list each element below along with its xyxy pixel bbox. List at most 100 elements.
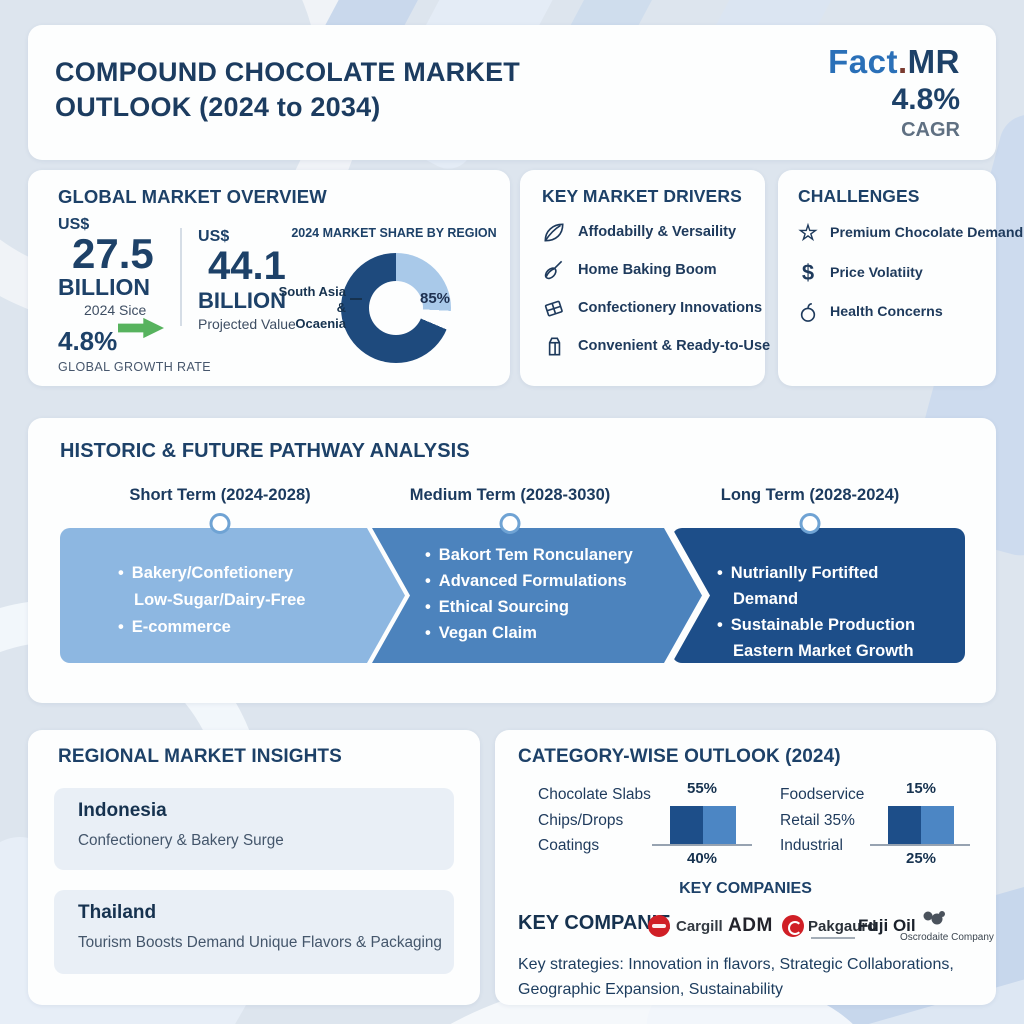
logo-mr: MR xyxy=(907,43,960,80)
cagr-value: 4.8% xyxy=(891,83,960,116)
driver-label: Home Baking Boom xyxy=(578,262,717,278)
stage-bullet: Low-Sugar/Dairy-Free xyxy=(134,591,306,609)
challenge-label: Price Volatiity xyxy=(830,265,923,281)
pathway-heading: HISTORIC & FUTURE PATHWAY ANALYSIS xyxy=(60,440,470,462)
drivers-heading: KEY MARKET DRIVERS xyxy=(542,186,742,206)
logo-adm: ADM xyxy=(728,915,773,936)
region-note: Tourism Boosts Demand Unique Flavors & P… xyxy=(78,934,442,951)
category-label: Chocolate Slabs xyxy=(538,786,651,803)
challenges-card: CHALLENGES ☆ Premium Chocolate Demand $ … xyxy=(778,170,1023,386)
stage-bullet: Eastern Market Growth xyxy=(733,642,914,660)
page-title-line2: OUTLOOK (2024 to 2034) xyxy=(55,92,381,122)
projected-unit: BILLION xyxy=(198,288,286,313)
category-label: Foodservice xyxy=(780,786,865,803)
driver-label: Confectionery Innovations xyxy=(578,300,763,316)
stage-segment-medium: Bakort Tem Ronculanery Advanced Formulat… xyxy=(372,528,702,663)
stage-segment-long: Nutrianlly Fortifted Demand Sustainable … xyxy=(672,528,965,663)
page-title: COMPOUND CHOCOLATE MARKET OUTLOOK (2024 … xyxy=(55,55,520,125)
projected-currency: US$ xyxy=(198,228,230,245)
stage-dot xyxy=(209,513,231,534)
challenge-item: $ Price Volatiity xyxy=(796,260,923,286)
group1-bottom-pct: 40% xyxy=(686,850,718,867)
page-title-line1: COMPOUND CHOCOLATE MARKET xyxy=(55,57,520,87)
current-label: 2024 Sice xyxy=(84,302,147,318)
bar-segment-dark xyxy=(670,806,703,844)
region-note: Confectionery & Bakery Surge xyxy=(78,832,284,849)
group1-baseline xyxy=(652,844,752,846)
driver-item: Confectionery Innovations xyxy=(542,296,762,320)
category-group2-labels: Foodservice Retail 35% Industrial xyxy=(780,782,864,859)
stage-bullet: Sustainable Production xyxy=(717,612,915,638)
projected-value: 44.1 xyxy=(208,244,286,288)
leaf-icon xyxy=(544,223,564,242)
key-companies-heading: KEY COMPANIES xyxy=(679,880,812,897)
group2-top-pct: 15% xyxy=(905,780,937,797)
stage-bullets: Bakery/Confetionery Low-Sugar/Dairy-Free… xyxy=(118,560,305,641)
star-icon: ☆ xyxy=(798,220,818,245)
logo-oscrodaite: Oscrodaite Company xyxy=(900,932,994,943)
challenges-heading: CHALLENGES xyxy=(798,186,920,206)
driver-label: Convenient & Ready-to-Use xyxy=(578,338,771,354)
region-share-donut-chart xyxy=(341,253,451,363)
bar-segment-dark xyxy=(888,806,921,844)
factmr-logo: Fact.MR xyxy=(828,43,960,81)
challenge-label: Health Concerns xyxy=(830,304,943,320)
challenge-item: ☆ Premium Chocolate Demand xyxy=(796,220,1023,246)
stage-term-long: Long Term (2028-2024) xyxy=(720,486,900,504)
donut-chart-title: 2024 MARKET SHARE BY REGION xyxy=(291,226,497,240)
projected-label: Projected Value xyxy=(198,316,296,332)
stage-bullet: Demand xyxy=(733,590,799,608)
challenge-item: Health Concerns xyxy=(796,300,943,324)
group1-bar-chart xyxy=(670,806,736,844)
growth-arrow-icon xyxy=(118,317,164,339)
cagr-label: CAGR xyxy=(901,119,960,141)
driver-item: Affodabilly & Versaility xyxy=(542,220,736,244)
current-unit: BILLION xyxy=(58,274,150,300)
pakgaurd-badge-icon xyxy=(782,915,804,937)
cargill-badge-icon xyxy=(648,915,670,937)
stage-bullet: Bakort Tem Ronculanery xyxy=(425,542,633,568)
logo-pakgaurd: Pakgaurd xyxy=(808,918,877,935)
category-heading: CATEGORY-WISE OUTLOOK (2024) xyxy=(518,746,841,767)
region-country: Thailand xyxy=(78,902,157,923)
stage-bullet: Advanced Formulations xyxy=(425,568,633,594)
donut-hole xyxy=(369,281,423,335)
dollar-icon: $ xyxy=(801,260,815,285)
driver-label: Affodabilly & Versaility xyxy=(578,224,737,240)
category-label: Chips/Drops xyxy=(538,811,624,829)
chocolate-bar-icon xyxy=(544,300,563,317)
stage-term-medium: Medium Term (2028-3030) xyxy=(409,486,611,504)
logo-fact: Fact xyxy=(828,43,898,80)
carton-icon xyxy=(548,337,561,356)
stage-bullet: Bakery/Confetionery xyxy=(118,560,305,587)
donut-pct-label: 85% xyxy=(420,290,451,307)
region-item-indonesia: Indonesia Confectionery & Bakery Surge xyxy=(54,788,454,870)
category-card: CATEGORY-WISE OUTLOOK (2024) Chocolate S… xyxy=(495,730,996,1005)
category-label: Retail 35% xyxy=(780,811,855,829)
stage-dot xyxy=(799,513,821,534)
donut-region-line1: South Asia & xyxy=(278,284,346,315)
bar-segment-light xyxy=(921,806,954,844)
drivers-card: KEY MARKET DRIVERS Affodabilly & Versail… xyxy=(520,170,770,386)
current-value: 27.5 xyxy=(72,230,154,277)
driver-item: Home Baking Boom xyxy=(542,258,717,282)
group2-bar-chart xyxy=(888,806,954,844)
growth-rate-label: GLOBAL GROWTH RATE xyxy=(58,360,212,374)
donut-region-line2: Ocaenia xyxy=(295,316,346,331)
driver-item: Convenient & Ready-to-Use xyxy=(542,334,770,358)
bar-segment-light xyxy=(703,806,736,844)
stage-bullet: Vegan Claim xyxy=(425,620,633,646)
logo-dot: . xyxy=(898,43,908,80)
stat-divider xyxy=(180,228,182,326)
stage-bullet: E-commerce xyxy=(118,614,305,641)
key-companies-row-label: KEY COMPANIE xyxy=(518,912,671,934)
regional-heading: REGIONAL MARKET INSIGHTS xyxy=(58,746,342,767)
logo-cargill: Cargill xyxy=(676,918,723,935)
stage-bullets: Bakort Tem Ronculanery Advanced Formulat… xyxy=(425,542,633,646)
stage-bullets: Nutrianlly Fortifted Demand Sustainable … xyxy=(717,560,915,663)
whisk-icon xyxy=(544,260,563,280)
header-card: COMPOUND CHOCOLATE MARKET OUTLOOK (2024 … xyxy=(28,25,996,160)
category-group1-labels: Chocolate Slabs Chips/Drops Coatings xyxy=(538,782,651,859)
donut-label-tick xyxy=(350,298,362,300)
